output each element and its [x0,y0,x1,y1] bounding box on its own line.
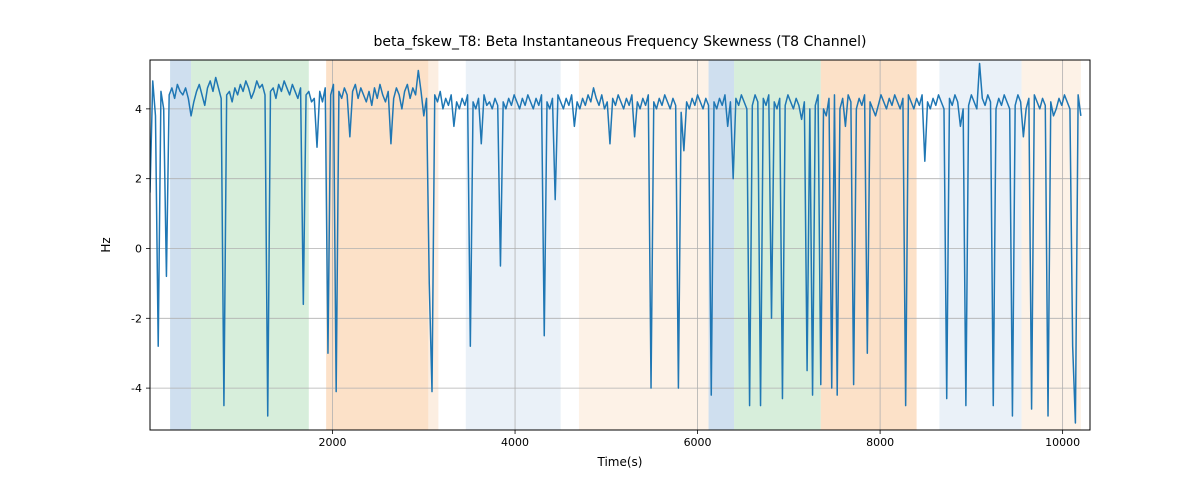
y-tick-label: 0 [135,242,142,255]
chart-title: beta_fskew_T8: Beta Instantaneous Freque… [374,34,867,50]
shaded-region [191,60,309,430]
x-axis-label: Time(s) [597,455,643,469]
chart-svg: 2000 4000 6000 8000 10000 -4 -2 0 2 4 beta_fskew_T… [0,0,1200,500]
x-tick-label: 4000 [501,436,529,449]
y-tick-label: 4 [135,103,142,116]
y-axis-label: Hz [99,237,113,252]
x-tick-label: 8000 [866,436,894,449]
shaded-region [579,60,709,430]
y-tick-label: 2 [135,173,142,186]
x-tick-label: 10000 [1045,436,1080,449]
y-tick-label: -4 [131,382,142,395]
chart-container: 2000 4000 6000 8000 10000 -4 -2 0 2 4 beta_fskew_T… [0,0,1200,500]
y-tick-label: -2 [131,312,142,325]
x-tick-label: 2000 [319,436,347,449]
shaded-region [326,60,428,430]
shaded-region [170,60,191,430]
x-tick-label: 6000 [684,436,712,449]
